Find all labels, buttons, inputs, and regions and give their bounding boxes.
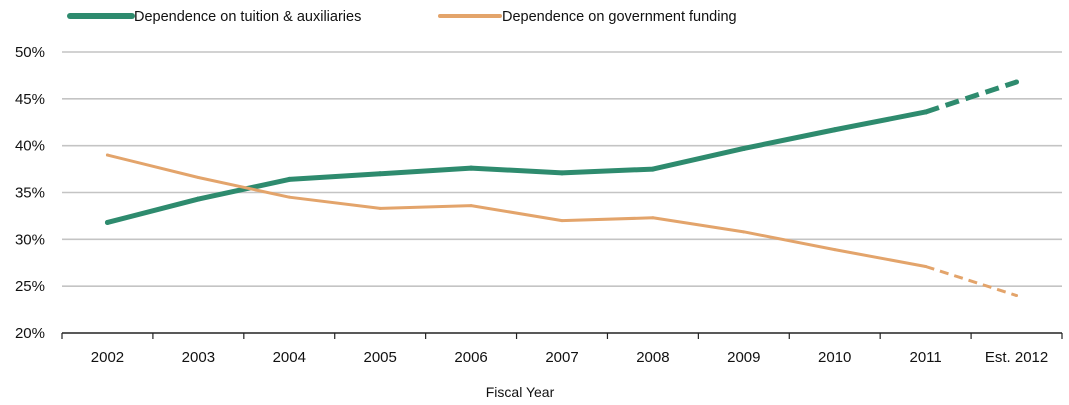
data-point <box>1014 79 1020 85</box>
x-axis-title: Fiscal Year <box>486 384 555 400</box>
y-tick-label: 40% <box>15 138 45 155</box>
y-axis-tick-labels: 20% 25% 30% 35% 40% 45% 50% <box>15 44 45 342</box>
y-tick-label: 30% <box>15 231 45 248</box>
x-tick-label: 2007 <box>545 349 578 366</box>
y-tick-label: 45% <box>15 91 45 108</box>
x-tick-label: Est. 2012 <box>985 349 1048 366</box>
series-estimate-line <box>924 79 1018 115</box>
data-point <box>105 153 109 157</box>
x-axis-tick-labels: 2002 2003 2004 2005 2006 2007 2008 2009 2010 2011… <box>91 349 1048 366</box>
x-tick-label: 2008 <box>636 349 669 366</box>
data-point <box>650 166 656 172</box>
x-tick-label: 2002 <box>91 349 124 366</box>
data-point <box>196 176 200 180</box>
data-point <box>469 204 473 208</box>
data-point <box>378 206 382 210</box>
data-point <box>651 216 655 220</box>
data-point <box>195 196 201 202</box>
x-tick-label: 2011 <box>910 349 942 366</box>
data-point <box>104 219 110 225</box>
data-point <box>377 171 383 177</box>
legend: Dependence on tuition & auxiliaries Depen… <box>67 9 737 25</box>
series-lines <box>104 79 1020 298</box>
data-point <box>1015 294 1019 298</box>
data-point <box>741 145 747 151</box>
data-point <box>923 109 929 115</box>
y-tick-label: 20% <box>15 325 45 342</box>
series-line <box>105 153 928 268</box>
legend-label: Dependence on government funding <box>502 9 737 25</box>
x-tick-label: 2009 <box>727 349 760 366</box>
data-point <box>924 264 928 268</box>
data-point <box>832 127 838 133</box>
data-point <box>287 195 291 199</box>
data-point <box>560 219 564 223</box>
y-tick-label: 35% <box>15 185 45 202</box>
x-tick-label: 2005 <box>363 349 396 366</box>
x-tick-label: 2006 <box>454 349 487 366</box>
series-estimate-line <box>925 265 1018 297</box>
gridlines <box>62 51 1062 287</box>
legend-label: Dependence on tuition & auxiliaries <box>134 9 361 25</box>
x-axis <box>61 332 1063 339</box>
series-line <box>104 109 929 225</box>
data-point <box>742 230 746 234</box>
x-tick-label: 2003 <box>182 349 215 366</box>
data-point <box>559 170 565 176</box>
data-point <box>286 176 292 182</box>
x-tick-label: 2010 <box>818 349 851 366</box>
y-tick-label: 25% <box>15 278 45 295</box>
data-point <box>833 248 837 252</box>
y-tick-label: 50% <box>15 44 45 61</box>
data-point <box>468 165 474 171</box>
x-tick-label: 2004 <box>273 349 306 366</box>
